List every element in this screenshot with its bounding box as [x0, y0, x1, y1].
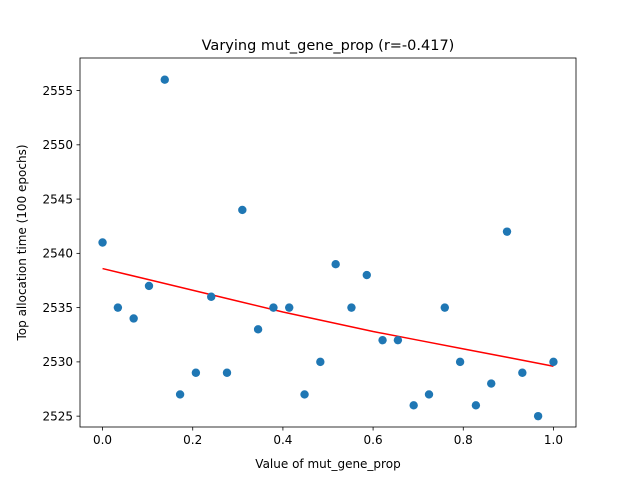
scatter-point [362, 270, 371, 280]
x-tick-label: 0.2 [183, 433, 202, 447]
scatter-point [191, 368, 201, 377]
scatter-point [549, 357, 558, 367]
x-tick-label: 0.4 [273, 433, 292, 447]
scatter-point [533, 411, 543, 421]
scatter-point [160, 75, 169, 84]
y-axis: 2525 2530 2535 2540 2545 2550 2555 [42, 84, 80, 423]
scatter-point [207, 292, 216, 301]
x-axis-label: Value of mut_gene_prop [255, 457, 400, 471]
scatter-point [144, 281, 154, 291]
scatter-point [238, 205, 247, 215]
scatter-point [440, 303, 449, 312]
y-tick-label: 2525 [42, 409, 73, 423]
scatter-point [455, 357, 465, 367]
scatter-point [300, 390, 309, 399]
scatter-point [253, 325, 263, 334]
scatter-point [113, 303, 123, 312]
scatter-point [502, 227, 512, 236]
scatter-point [378, 335, 387, 345]
y-tick-label: 2530 [42, 355, 73, 369]
x-tick-label: 0.8 [454, 433, 473, 447]
plot-area [79, 57, 577, 428]
scatter-point [129, 314, 138, 323]
y-tick-label: 2555 [42, 84, 73, 98]
scatter-point [98, 238, 107, 247]
scatter-point [269, 303, 278, 312]
y-tick-label: 2545 [42, 192, 73, 206]
scatter-point [285, 303, 294, 312]
scatter-point [518, 368, 527, 377]
scatter-point [331, 260, 340, 269]
scatter-point [471, 401, 481, 410]
chart-title: Varying mut_gene_prop (r=-0.417) [202, 38, 455, 54]
x-tick-label: 0.6 [364, 433, 383, 447]
scatter-point [175, 390, 185, 399]
x-axis: 0.0 0.2 0.4 0.6 0.8 1.0 [93, 427, 563, 447]
x-tick-label: 1.0 [544, 433, 563, 447]
y-tick-label: 2540 [42, 247, 73, 261]
x-tick-label: 0.0 [93, 433, 112, 447]
scatter-point [316, 357, 325, 367]
y-tick-label: 2550 [42, 138, 73, 152]
scatter-point [487, 379, 496, 388]
scatter-point [347, 303, 356, 312]
scatter-point [409, 401, 418, 410]
scatter-point [222, 368, 232, 377]
y-tick-label: 2535 [42, 301, 73, 315]
points-layer [98, 75, 558, 421]
fit-line-layer [102, 267, 554, 367]
scatter-point [424, 390, 434, 399]
y-axis-label: Top allocation time (100 epochs) [15, 145, 29, 342]
scatter-point [393, 335, 403, 345]
plot-frame [79, 57, 577, 428]
trend-line [102, 267, 554, 367]
